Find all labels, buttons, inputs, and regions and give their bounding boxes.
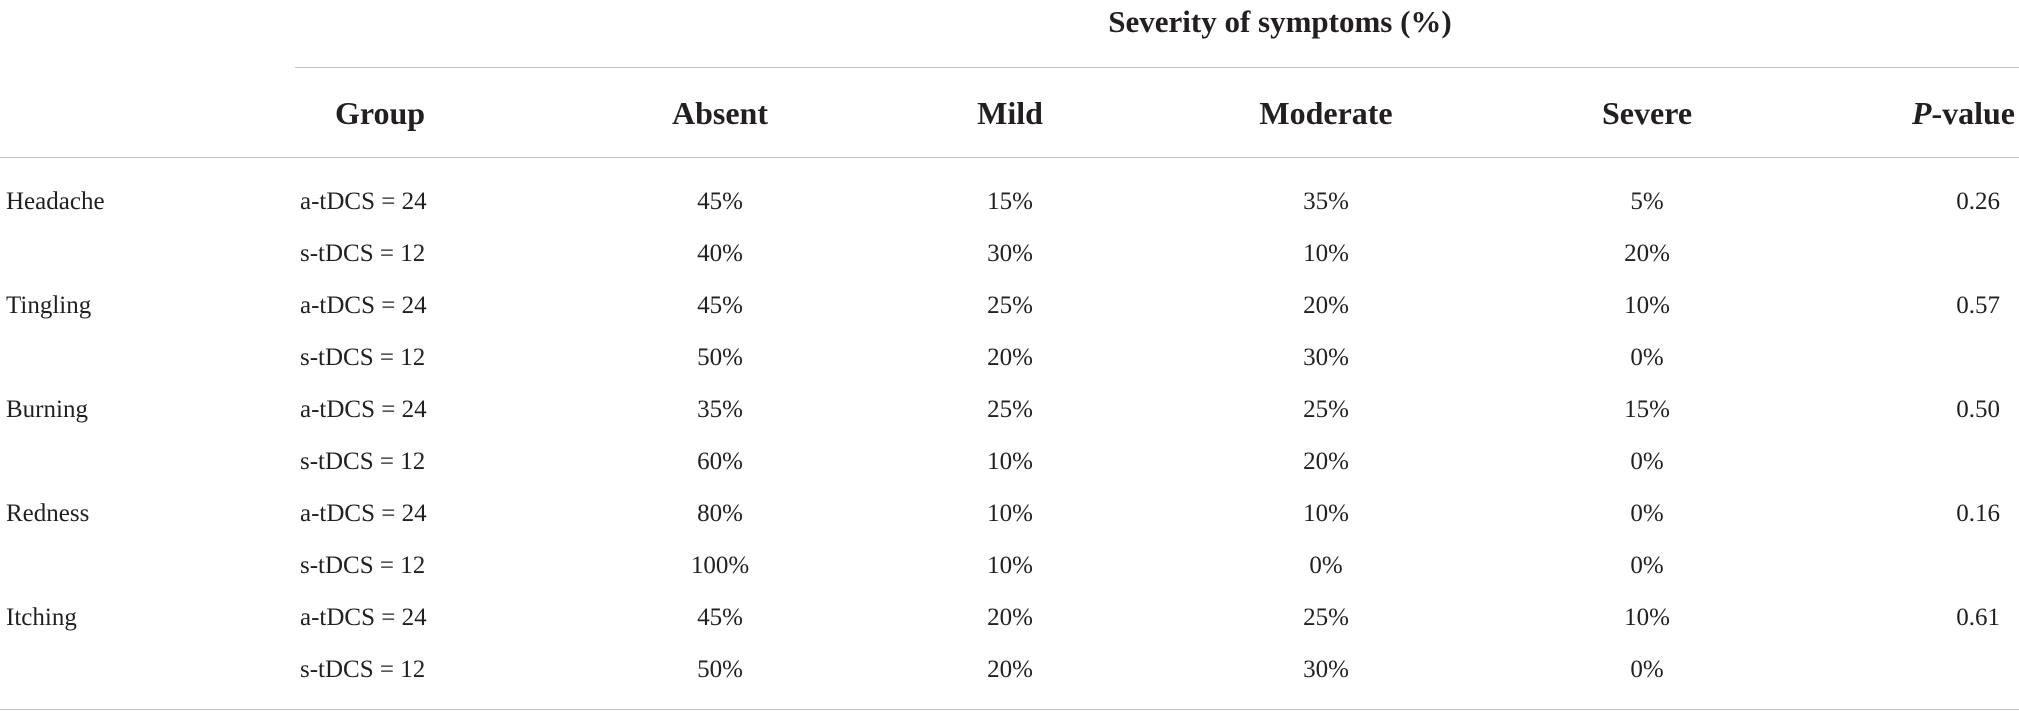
table-row: Headache a-tDCS = 24 45% 15% 35% 5% 0.26 — [0, 176, 2019, 228]
cell-mild: 30% — [987, 240, 1033, 267]
cell-mild: 20% — [987, 344, 1033, 371]
cell-p-value — [1880, 540, 2000, 592]
cell-severe: 0% — [1630, 656, 1664, 683]
row-symptom: Headache — [6, 188, 105, 215]
header-absent: Absent — [671, 95, 768, 131]
table-row: s-tDCS = 12 100% 10% 0% 0% — [0, 540, 2019, 592]
cell-absent: 45% — [697, 604, 743, 631]
table-row: s-tDCS = 12 50% 20% 30% 0% — [0, 644, 2019, 696]
cell-p-value: 0.16 — [1956, 500, 2000, 527]
cell-moderate: 25% — [1303, 604, 1349, 631]
row-symptom: Itching — [6, 604, 77, 631]
cell-p-value: 0.50 — [1956, 396, 2000, 423]
cell-p-value — [1880, 228, 2000, 280]
table-row: Redness a-tDCS = 24 80% 10% 10% 0% 0.16 — [0, 488, 2019, 540]
cell-mild: 10% — [987, 552, 1033, 579]
spanner-rule — [295, 67, 2019, 68]
header-p-value: P-value — [1860, 90, 2015, 136]
cell-absent: 45% — [697, 188, 743, 215]
row-group: s-tDCS = 12 — [300, 344, 426, 371]
cell-mild: 10% — [987, 448, 1033, 475]
cell-moderate: 25% — [1303, 396, 1349, 423]
cell-p-value — [1880, 436, 2000, 488]
header-p-italic: P — [1911, 95, 1932, 131]
severity-spanner-heading: Severity of symptoms (%) — [1108, 4, 1452, 39]
cell-severe: 0% — [1630, 500, 1664, 527]
header-group: Group — [334, 95, 426, 131]
cell-severe: 15% — [1624, 396, 1670, 423]
cell-absent: 50% — [697, 656, 743, 683]
row-symptom: Redness — [6, 500, 90, 527]
cell-mild: 20% — [987, 656, 1033, 683]
row-group: s-tDCS = 12 — [300, 448, 426, 475]
cell-moderate: 30% — [1303, 656, 1349, 683]
row-symptom: Burning — [6, 396, 88, 423]
bottom-rule — [0, 709, 2019, 710]
header-moderate: Moderate — [1259, 95, 1393, 131]
cell-moderate: 35% — [1303, 188, 1349, 215]
cell-mild: 25% — [987, 396, 1033, 423]
table-row: Itching a-tDCS = 24 45% 20% 25% 10% 0.61 — [0, 592, 2019, 644]
cell-severe: 10% — [1624, 292, 1670, 319]
cell-mild: 10% — [987, 500, 1033, 527]
row-group: a-tDCS = 24 — [300, 292, 427, 319]
cell-p-value: 0.57 — [1956, 292, 2000, 319]
cell-p-value: 0.61 — [1956, 604, 2000, 631]
cell-mild: 20% — [987, 604, 1033, 631]
cell-moderate: 20% — [1303, 292, 1349, 319]
table-row: Burning a-tDCS = 24 35% 25% 25% 15% 0.50 — [0, 384, 2019, 436]
cell-p-value — [1880, 332, 2000, 384]
row-group: s-tDCS = 12 — [300, 656, 426, 683]
table-row: Tingling a-tDCS = 24 45% 25% 20% 10% 0.57 — [0, 280, 2019, 332]
cell-absent: 60% — [697, 448, 743, 475]
cell-severe: 0% — [1630, 448, 1664, 475]
cell-p-value — [1880, 644, 2000, 696]
table-row: s-tDCS = 12 40% 30% 10% 20% — [0, 228, 2019, 280]
cell-severe: 0% — [1630, 344, 1664, 371]
cell-severe: 10% — [1624, 604, 1670, 631]
cell-absent: 100% — [690, 552, 750, 579]
cell-severe: 20% — [1624, 240, 1670, 267]
row-group: a-tDCS = 24 — [300, 500, 427, 527]
cell-mild: 15% — [987, 188, 1033, 215]
cell-moderate: 30% — [1303, 344, 1349, 371]
cell-absent: 80% — [697, 500, 743, 527]
row-group: s-tDCS = 12 — [300, 240, 426, 267]
header-p-rest: -value — [1931, 95, 2015, 131]
row-symptom: Tingling — [6, 292, 92, 319]
cell-moderate: 0% — [1309, 552, 1343, 579]
row-group: a-tDCS = 24 — [300, 396, 427, 423]
header-rule — [0, 157, 2019, 158]
row-group: a-tDCS = 24 — [300, 188, 427, 215]
header-mild: Mild — [977, 95, 1043, 131]
cell-moderate: 10% — [1303, 500, 1349, 527]
cell-absent: 45% — [697, 292, 743, 319]
row-group: a-tDCS = 24 — [300, 604, 427, 631]
table-row: s-tDCS = 12 60% 10% 20% 0% — [0, 436, 2019, 488]
table-row: s-tDCS = 12 50% 20% 30% 0% — [0, 332, 2019, 384]
cell-absent: 50% — [697, 344, 743, 371]
cell-absent: 40% — [697, 240, 743, 267]
header-severe: Severe — [1601, 95, 1693, 131]
cell-p-value: 0.26 — [1956, 188, 2000, 215]
cell-severe: 0% — [1630, 552, 1664, 579]
cell-moderate: 10% — [1303, 240, 1349, 267]
cell-absent: 35% — [697, 396, 743, 423]
cell-mild: 25% — [987, 292, 1033, 319]
cell-moderate: 20% — [1303, 448, 1349, 475]
cell-severe: 5% — [1630, 188, 1664, 215]
row-group: s-tDCS = 12 — [300, 552, 426, 579]
